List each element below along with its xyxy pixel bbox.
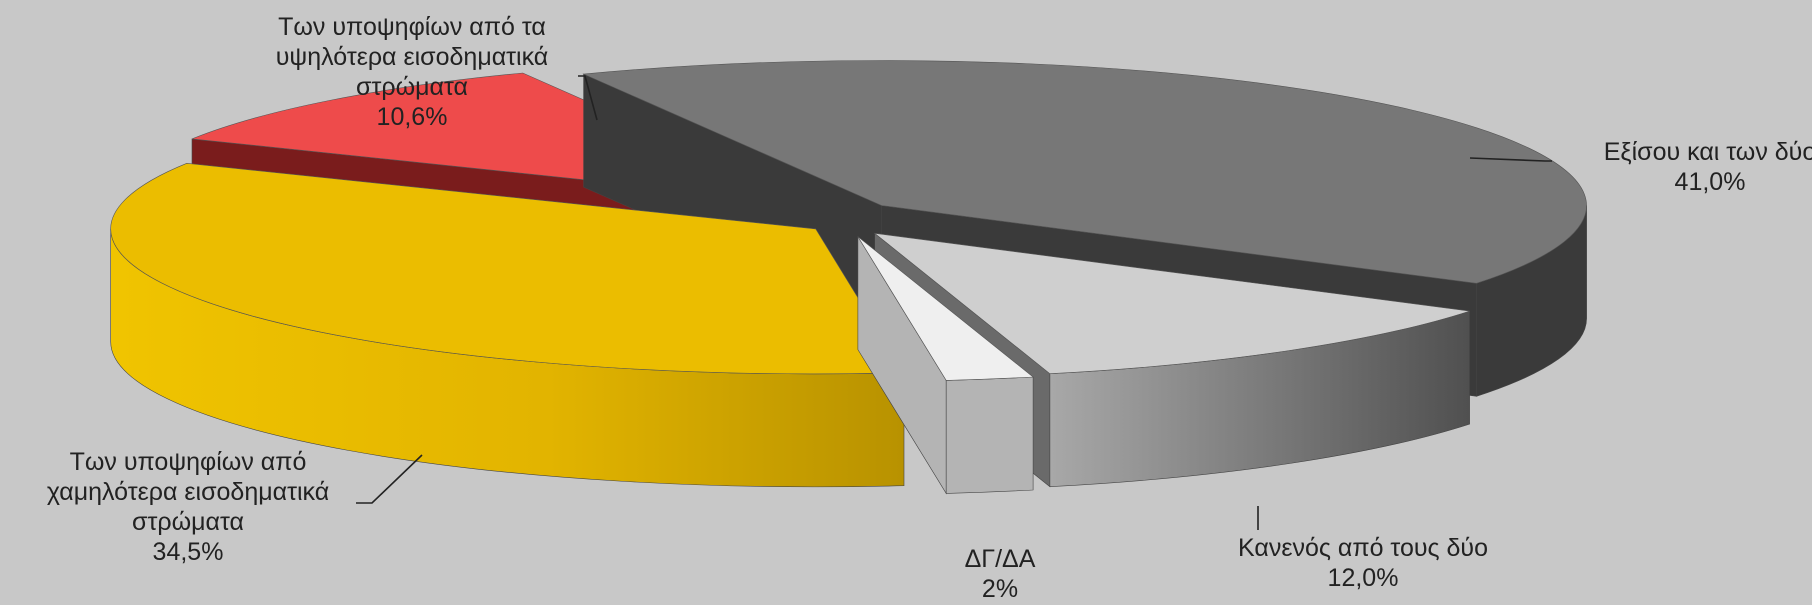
pie-labels: Εξίσου και των δύο 41,0% Κανενός από τους … [47, 13, 1812, 603]
slice-label: Εξίσου και των δύο 41,0% [1604, 138, 1812, 196]
slice-label-line: Κανενός από τους δύο [1238, 534, 1488, 562]
slice-label-line: στρώματα [132, 508, 244, 536]
slice-side-wall [945, 376, 1034, 494]
slice-value-label: 10,6% [377, 103, 448, 131]
slice-top-face [857, 236, 1034, 381]
slice-label: Των υποψηφίων από χαμηλότερα εισοδηματικά… [47, 448, 329, 566]
slice-top-face [110, 162, 905, 375]
slice-label: Των υποψηφίων από τα υψηλότερα εισοδηματι… [276, 13, 549, 131]
slice-label-line: Εξίσου και των δύο [1604, 138, 1812, 166]
slice-label: Κανενός από τους δύο 12,0% [1238, 534, 1488, 592]
slice-label-line: ΔΓ/ΔΑ [965, 545, 1036, 573]
slice-value-label: 12,0% [1328, 564, 1399, 592]
slice-value-label: 41,0% [1675, 168, 1746, 196]
pie-slice [857, 235, 1034, 495]
leader-line [356, 454, 423, 504]
slice-label-line: χαμηλότερα εισοδηματικά [47, 478, 329, 506]
slice-label-line: Των υποψηφίων από [70, 448, 307, 476]
slice-label-line: υψηλότερα εισοδηματικά [276, 43, 549, 71]
slice-top-face [873, 232, 1470, 375]
slice-value-label: 2% [982, 575, 1018, 603]
slice-label: ΔΓ/ΔΑ 2% [965, 545, 1036, 603]
pie-slices [110, 60, 1587, 495]
slice-value-label: 34,5% [153, 538, 224, 566]
leader-line [578, 75, 598, 121]
slice-label-line: στρώματα [356, 73, 468, 101]
pie-slice [110, 162, 905, 488]
leader-line [1469, 157, 1552, 162]
slice-top-face [582, 60, 1587, 284]
slice-label-line: Των υποψηφίων από τα [278, 13, 546, 41]
